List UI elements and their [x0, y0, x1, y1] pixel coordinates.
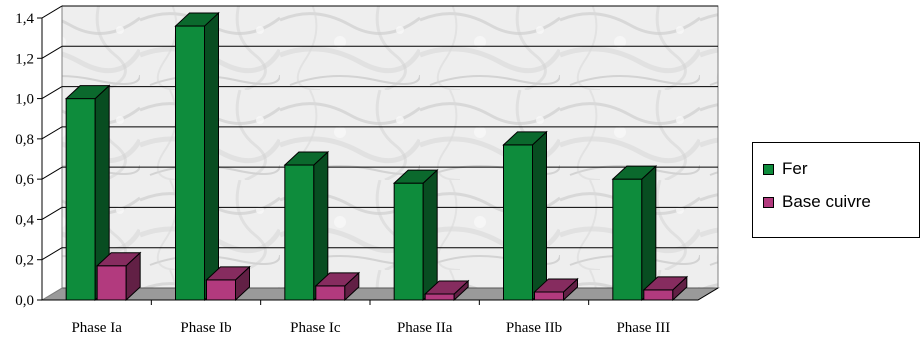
bar-fer-2 — [283, 150, 330, 302]
bar-fer-4 — [502, 130, 548, 302]
bar-front — [393, 182, 424, 301]
bar-top — [174, 12, 220, 27]
gridline-diagonal — [41, 247, 63, 261]
bar-front — [643, 289, 674, 301]
bar-fer-5 — [611, 164, 658, 302]
bar-fer-3 — [392, 169, 439, 302]
bar-top — [314, 272, 361, 287]
bar-base-cuivre-1 — [205, 265, 251, 302]
bars — [64, 11, 689, 302]
bar-top — [205, 266, 251, 281]
x-tick-label: Phase IIa — [397, 320, 453, 336]
bar-base-cuivre-4 — [533, 277, 579, 302]
side-wall-panel — [41, 5, 63, 301]
legend-swatch-base-cuivre — [763, 196, 774, 208]
x-tick-label: Phase Ia — [71, 320, 122, 336]
legend-item-fer: Fer — [763, 159, 808, 179]
legend-label-base-cuivre: Base cuivre — [782, 192, 871, 211]
gridline-diagonal — [41, 5, 63, 19]
y-tick-label: 0,4 — [15, 212, 34, 228]
bar-top — [611, 165, 658, 180]
back-wall-panel — [61, 5, 719, 289]
bar-front — [96, 265, 127, 301]
bar-top — [392, 169, 439, 184]
bar-base-cuivre-3 — [423, 279, 470, 302]
y-tick-label: 1,0 — [15, 92, 34, 108]
y-tick-label: 0,6 — [15, 172, 34, 188]
legend-item-base-cuivre: Base cuivre — [763, 192, 871, 212]
bar-top — [283, 151, 330, 166]
bar-front — [612, 178, 643, 301]
x-axis-end-diagonal — [697, 287, 719, 301]
bar-top — [423, 280, 470, 295]
y-tick-label: 0,0 — [15, 293, 34, 309]
x-tick-label: Phase III — [616, 320, 670, 336]
y-tick-label: 0,8 — [15, 132, 34, 148]
legend: Fer Base cuivre — [752, 142, 920, 238]
bar-top — [642, 276, 689, 291]
bar-top — [95, 252, 142, 267]
bar-fer-1 — [174, 11, 220, 302]
bar-front — [284, 164, 315, 301]
bar-front — [175, 25, 205, 301]
bar-front — [534, 291, 564, 301]
bar-front — [315, 285, 346, 301]
bar-front — [503, 144, 533, 301]
y-axis-ticks: 0,0 0,2 0,4 0,6 0,8 1,0 1,2 1,4 — [15, 11, 42, 309]
gridline-diagonal — [41, 206, 63, 220]
bar-top — [533, 278, 579, 293]
gridlines — [41, 5, 718, 261]
x-tick-label: Phase Ic — [290, 320, 341, 336]
gridline-diagonal — [41, 126, 63, 140]
plot-back-wall — [61, 5, 719, 289]
x-tick-label: Phase Ib — [180, 320, 231, 336]
bar-side — [422, 169, 438, 302]
bar-front — [206, 279, 236, 301]
x-axis-ticks: Phase Ia Phase Ib Phase Ic Phase IIa Phase I… — [71, 300, 670, 336]
legend-label-fer: Fer — [782, 159, 808, 178]
y-tick-label: 1,4 — [15, 11, 34, 27]
gridline-diagonal — [41, 86, 63, 100]
bar-top — [502, 131, 548, 146]
bar-base-cuivre-5 — [642, 275, 689, 302]
x-tick-label: Phase IIb — [506, 320, 562, 336]
gridline-diagonal — [41, 45, 63, 59]
bar-side — [204, 11, 219, 302]
bar-fer-0 — [64, 84, 111, 302]
y-tick-label: 0,2 — [15, 253, 34, 269]
bar-side — [641, 164, 657, 302]
gridline-diagonal — [41, 166, 63, 180]
legend-swatch-fer — [763, 163, 774, 175]
bar-front — [424, 293, 455, 301]
y-tick-label: 1,2 — [15, 51, 34, 67]
bar-front — [65, 98, 96, 301]
bar-side — [532, 130, 547, 302]
bar-top — [64, 85, 111, 100]
bar-base-cuivre-0 — [95, 251, 142, 302]
bar-base-cuivre-2 — [314, 271, 361, 302]
